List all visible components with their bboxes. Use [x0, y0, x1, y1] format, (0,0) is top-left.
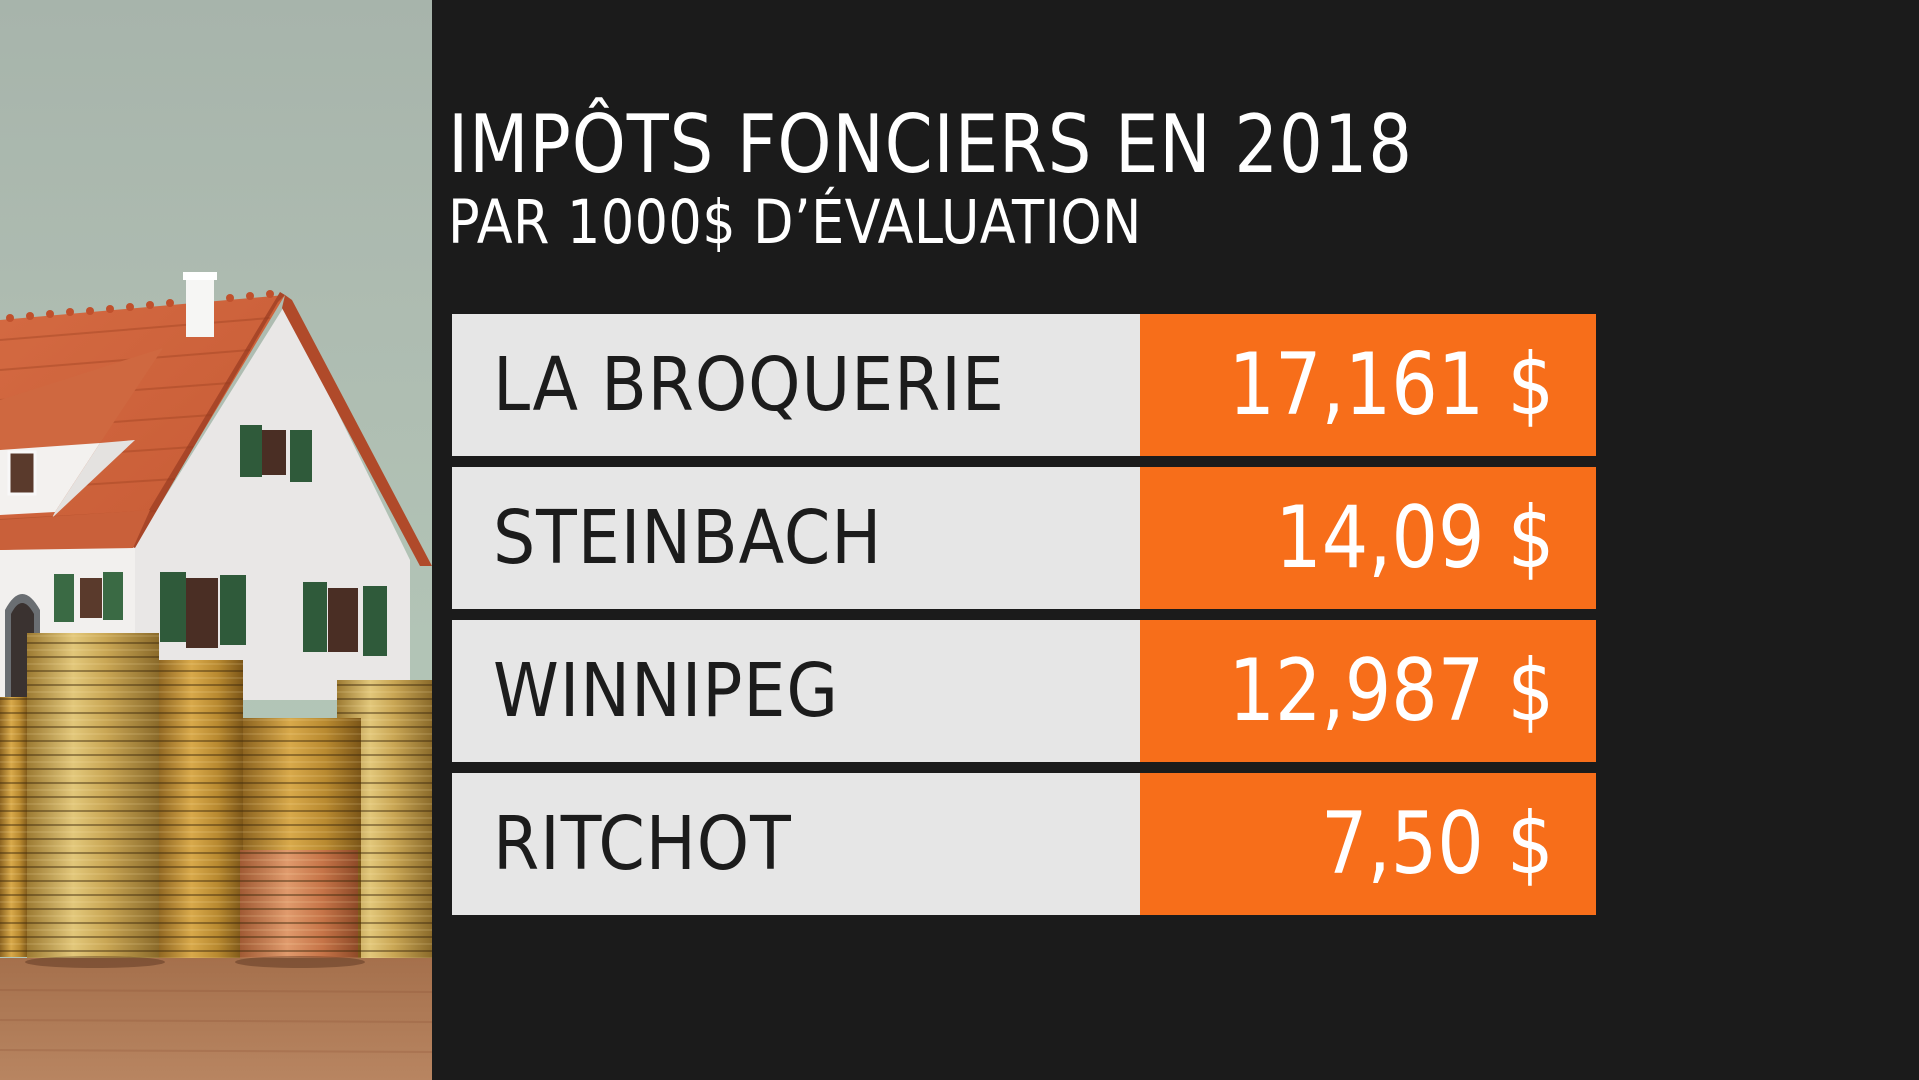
- header: IMPÔTS FONCIERS EN 2018 PAR 1000$ D’ÉVAL…: [448, 100, 1570, 258]
- tax-value-cell: 12,987 $: [1140, 620, 1596, 762]
- tax-value-cell: 7,50 $: [1140, 773, 1596, 915]
- tax-value: 7,50 $: [1321, 794, 1554, 894]
- tax-value-cell: 17,161 $: [1140, 314, 1596, 456]
- municipality-cell: LA BROQUERIE: [452, 314, 1140, 456]
- house-coins-photo: [0, 0, 432, 1080]
- tax-rate-table: LA BROQUERIE 17,161 $ STEINBACH 14,09 $ …: [452, 314, 1596, 926]
- municipality-cell: WINNIPEG: [452, 620, 1140, 762]
- page-title: IMPÔTS FONCIERS EN 2018: [448, 98, 1413, 191]
- tax-value: 17,161 $: [1228, 335, 1554, 435]
- house-illustration: [0, 272, 432, 1080]
- table-row: LA BROQUERIE 17,161 $: [452, 314, 1596, 456]
- municipality-name: STEINBACH: [493, 495, 883, 581]
- table-row: RITCHOT 7,50 $: [452, 773, 1596, 915]
- municipality-name: WINNIPEG: [493, 648, 839, 734]
- municipality-name: RITCHOT: [493, 801, 792, 887]
- tax-value: 14,09 $: [1274, 488, 1554, 588]
- page-subtitle: PAR 1000$ D’ÉVALUATION: [448, 187, 1142, 258]
- tax-value: 12,987 $: [1228, 641, 1554, 741]
- municipality-cell: STEINBACH: [452, 467, 1140, 609]
- tax-value-cell: 14,09 $: [1140, 467, 1596, 609]
- table-row: STEINBACH 14,09 $: [452, 467, 1596, 609]
- municipality-cell: RITCHOT: [452, 773, 1140, 915]
- municipality-name: LA BROQUERIE: [493, 342, 1005, 428]
- table-row: WINNIPEG 12,987 $: [452, 620, 1596, 762]
